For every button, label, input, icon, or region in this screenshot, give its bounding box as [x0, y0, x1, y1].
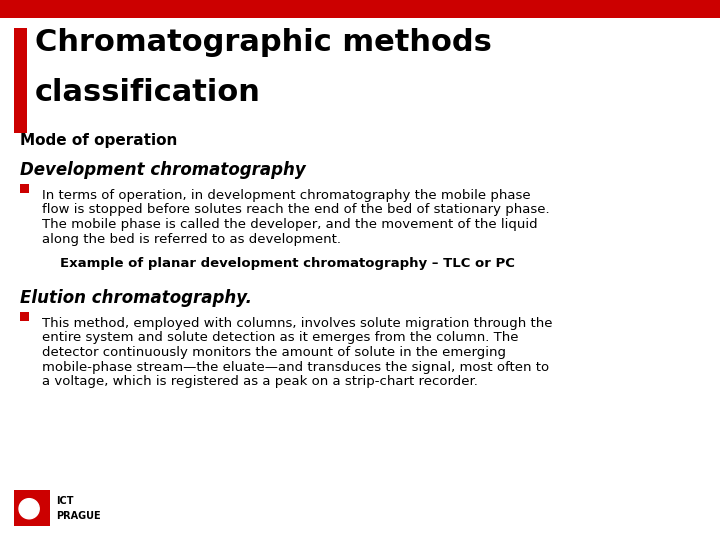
Text: PRAGUE: PRAGUE	[56, 511, 101, 521]
Text: Mode of operation: Mode of operation	[20, 133, 177, 148]
Bar	[0, 0, 720, 18]
Text: Elution chromatography.: Elution chromatography.	[20, 289, 252, 307]
Text: classification: classification	[35, 78, 261, 107]
Text: entire system and solute detection as it emerges from the column. The: entire system and solute detection as it…	[42, 332, 518, 345]
Text: Chromatographic methods: Chromatographic methods	[35, 28, 492, 57]
Text: along the bed is referred to as development.: along the bed is referred to as developm…	[42, 233, 341, 246]
Text: Example of planar development chromatography – TLC or PC: Example of planar development chromatogr…	[60, 257, 515, 270]
Bar	[20, 312, 29, 321]
Bar	[14, 490, 50, 526]
Circle shape	[19, 498, 39, 519]
Bar	[14, 28, 27, 133]
Bar	[20, 184, 29, 193]
Text: The mobile phase is called the developer, and the movement of the liquid: The mobile phase is called the developer…	[42, 218, 538, 231]
Text: This method, employed with columns, involves solute migration through the: This method, employed with columns, invo…	[42, 317, 552, 330]
Text: detector continuously monitors the amount of solute in the emerging: detector continuously monitors the amoun…	[42, 346, 506, 359]
Text: Development chromatography: Development chromatography	[20, 161, 306, 179]
Text: In terms of operation, in development chromatography the mobile phase: In terms of operation, in development ch…	[42, 189, 531, 202]
Text: mobile-phase stream—the eluate—and transduces the signal, most often to: mobile-phase stream—the eluate—and trans…	[42, 361, 549, 374]
Text: ICT: ICT	[56, 496, 73, 506]
Text: a voltage, which is registered as a peak on a strip-chart recorder.: a voltage, which is registered as a peak…	[42, 375, 478, 388]
Text: flow is stopped before solutes reach the end of the bed of stationary phase.: flow is stopped before solutes reach the…	[42, 204, 549, 217]
